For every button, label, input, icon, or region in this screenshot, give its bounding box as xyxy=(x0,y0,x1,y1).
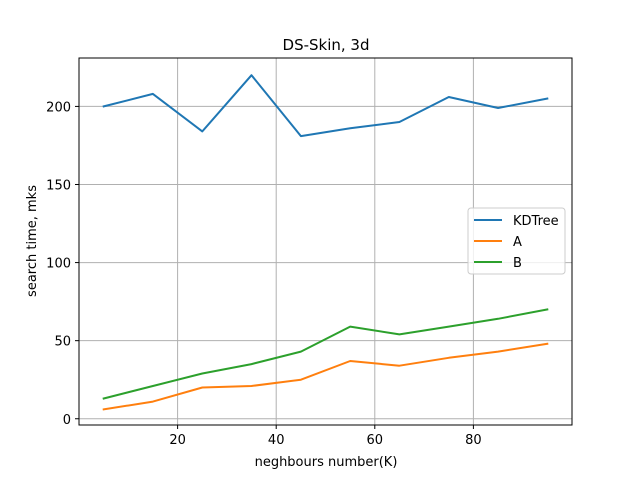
x-axis-ticks: 20 40 60 80 xyxy=(169,425,482,448)
x-tick-label: 60 xyxy=(367,433,384,448)
series-line-kdtree xyxy=(102,74,549,138)
series-line-b xyxy=(102,308,549,400)
y-tick-label: 50 xyxy=(54,335,71,350)
x-tick-label: 20 xyxy=(169,433,186,448)
series-line-a xyxy=(102,342,549,411)
legend-label: B xyxy=(513,256,522,271)
legend-label: KDTree xyxy=(513,214,559,229)
series-lines xyxy=(102,74,549,411)
plot-frame xyxy=(78,57,573,426)
y-tick-label: 150 xyxy=(46,178,71,193)
x-axis-label: neghbours number(K) xyxy=(255,455,398,470)
legend-label: A xyxy=(513,235,522,250)
y-tick-label: 200 xyxy=(46,100,71,115)
y-axis-label: search time, mks xyxy=(25,185,40,297)
y-tick-label: 0 xyxy=(63,413,71,428)
y-axis-ticks: 0 50 100 150 200 xyxy=(46,100,79,428)
chart-title: DS-Skin, 3d xyxy=(283,36,370,54)
y-tick-label: 100 xyxy=(46,257,71,272)
legend-box xyxy=(467,207,566,275)
legend: KDTree AB xyxy=(467,207,566,275)
x-tick-label: 40 xyxy=(268,433,285,448)
x-tick-label: 80 xyxy=(465,433,482,448)
